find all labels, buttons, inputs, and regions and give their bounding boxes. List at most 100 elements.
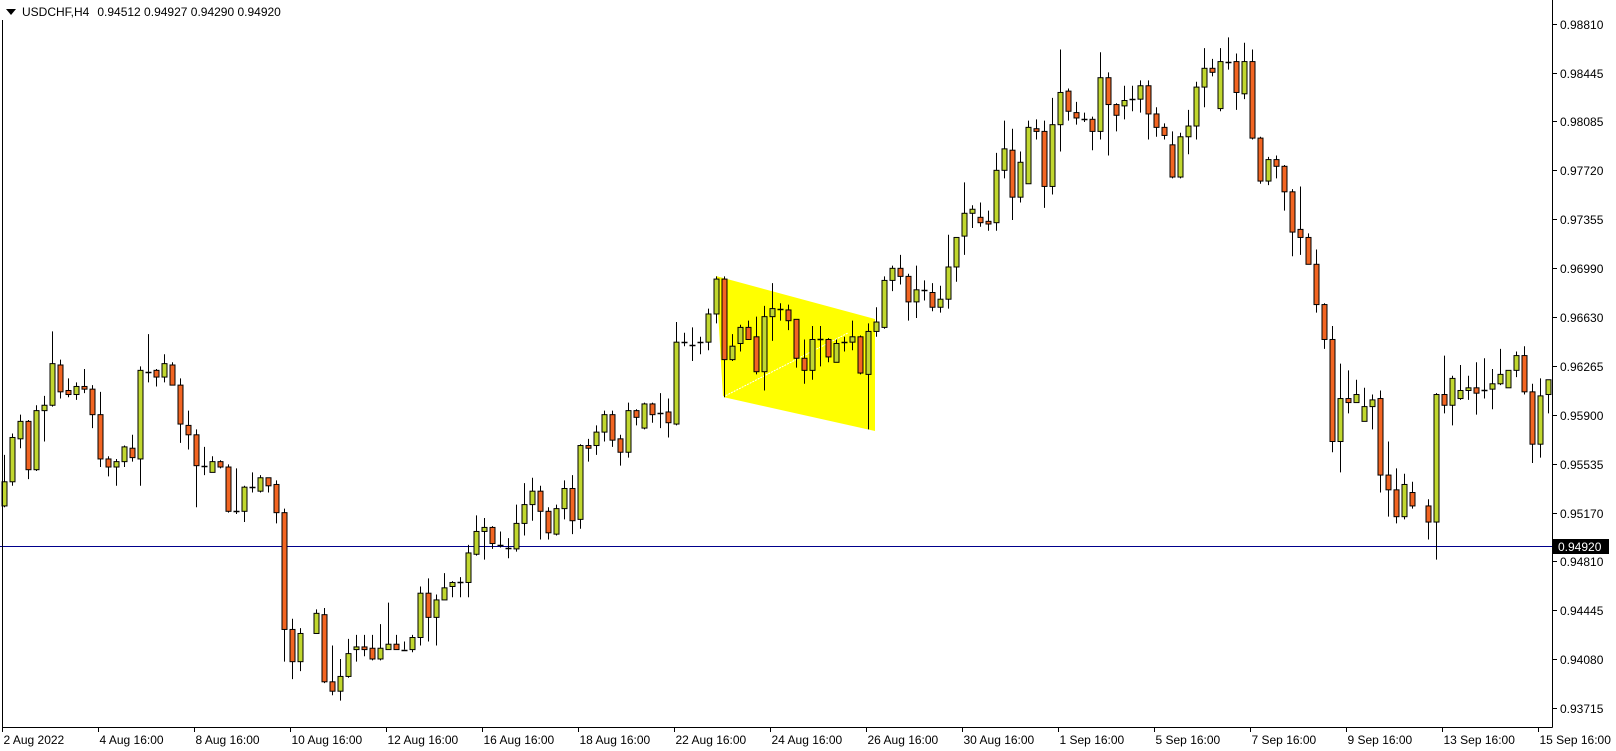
candle-body [1025,126,1032,185]
candle-body [521,504,528,524]
time-tick-label: 4 Aug 16:00 [100,733,164,747]
candle-body [1401,483,1408,518]
candle [1009,128,1016,220]
candle [145,334,152,383]
price-tick-label: 0.96265 [1560,360,1604,374]
candle [521,483,528,536]
candle-body [1153,113,1160,128]
time-axis: 2 Aug 2022 4 Aug 16:00 8 Aug 16:00 10 Aug 1… [2,727,1611,747]
candle [633,409,640,426]
candle-body [801,357,808,371]
candle [121,445,128,468]
candle [577,444,584,529]
candle [1257,136,1264,184]
candle [1521,346,1528,395]
bid-price-label-bg [1553,539,1609,554]
candle [433,594,440,646]
triangle-down-icon[interactable] [6,9,16,15]
candle-body [809,338,816,371]
candle [969,205,976,229]
candle [353,634,360,662]
candle [233,468,240,514]
candle [1017,151,1024,203]
candle [113,458,120,486]
candle-body [729,345,736,361]
candle-body [1145,85,1152,115]
candle-body [873,321,880,332]
candle [1241,42,1248,100]
time-tick-label: 10 Aug 16:00 [292,733,363,747]
candle [1033,119,1040,140]
candle [409,634,416,653]
candle-body [1281,165,1288,193]
candle [993,152,1000,231]
candle [1377,390,1384,493]
candle-body [1369,399,1376,408]
candle-body [1121,100,1128,107]
candle-body [857,336,864,374]
candle [785,304,792,331]
candle-body [585,445,592,449]
candle-body [649,403,656,416]
candle [401,641,408,652]
candle [1385,441,1392,517]
candle-body [545,510,552,534]
candle [193,429,200,508]
candle-body [1265,159,1272,182]
candle [1265,156,1272,186]
candle [1105,72,1112,156]
candle [649,402,656,423]
candle [977,202,984,227]
candle [369,634,376,661]
candle [913,265,920,318]
symbol-timeframe: USDCHF,H4 [22,5,90,19]
candle [129,434,136,462]
candle [625,402,632,458]
candle-body [169,364,176,386]
candle-body [9,436,16,483]
candle [105,456,112,477]
candle [553,504,560,536]
time-tick-label: 16 Aug 16:00 [484,733,555,747]
candle-body [625,410,632,453]
candle [801,339,808,384]
candle [1153,107,1160,137]
candle [385,602,392,651]
candle-body [881,279,888,328]
candle-body [793,318,800,359]
candle [1401,473,1408,520]
candle-body [1209,67,1216,73]
candle [873,307,880,337]
candle-body [593,431,600,447]
candle [681,332,688,347]
candle [441,573,448,601]
candle-body [601,414,608,433]
candle-body [1073,112,1080,119]
candle [561,480,568,520]
candle [1305,233,1312,265]
candle-body [1041,130,1048,187]
candle [505,538,512,559]
candle [329,645,336,696]
candle-body [409,637,416,651]
candle [1089,116,1096,151]
candle-body [1441,394,1448,406]
candle-body [849,336,856,343]
candle [25,420,32,480]
candle-body [489,526,496,545]
candle-body [905,275,912,303]
candle [297,628,304,672]
candle-body [137,369,144,460]
candle [1193,81,1200,140]
candle-body [1529,391,1536,445]
candle-body [481,526,488,532]
candle [1513,351,1520,378]
candle [1433,393,1440,560]
candle [849,320,856,351]
candle [833,339,840,363]
candle-body [153,369,160,378]
candle [313,609,320,634]
candle-body [577,445,584,520]
candle-body [1233,61,1240,93]
